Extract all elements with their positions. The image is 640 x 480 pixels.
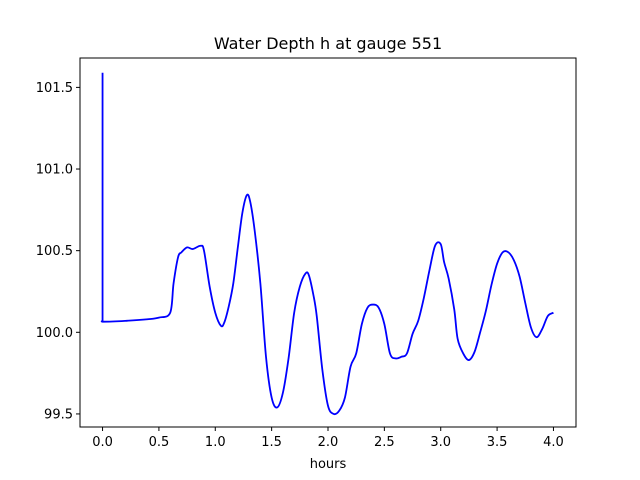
x-axis: 0.0 0.5 1.0 1.5 2.0 2.5 3.0 3.5 4.0 [92, 427, 564, 450]
x-tick-label: 0.0 [92, 435, 113, 450]
x-tick-label: 3.0 [430, 435, 451, 450]
x-tick-label: 4.0 [543, 435, 564, 450]
x-tick-label: 1.0 [205, 435, 226, 450]
series-layer [100, 72, 554, 416]
x-axis-label: hours [310, 457, 347, 472]
x-tick-label: 2.0 [318, 435, 339, 450]
y-tick-label: 101.0 [36, 163, 73, 178]
x-tick-label: 3.5 [487, 435, 508, 450]
x-tick-label: 2.5 [374, 435, 395, 450]
x-tick-label: 0.5 [149, 435, 170, 450]
y-tick-label: 100.5 [36, 244, 73, 259]
y-tick-label: 101.5 [36, 81, 73, 96]
plot-area-frame [79, 57, 577, 428]
y-axis: 99.5 100.0 100.5 101.0 101.5 [36, 81, 80, 422]
y-tick-label: 99.5 [44, 407, 73, 422]
series-line [100, 72, 554, 416]
chart-title: Water Depth h at gauge 551 [214, 34, 442, 53]
x-tick-label: 1.5 [261, 435, 282, 450]
y-tick-label: 100.0 [36, 326, 73, 341]
